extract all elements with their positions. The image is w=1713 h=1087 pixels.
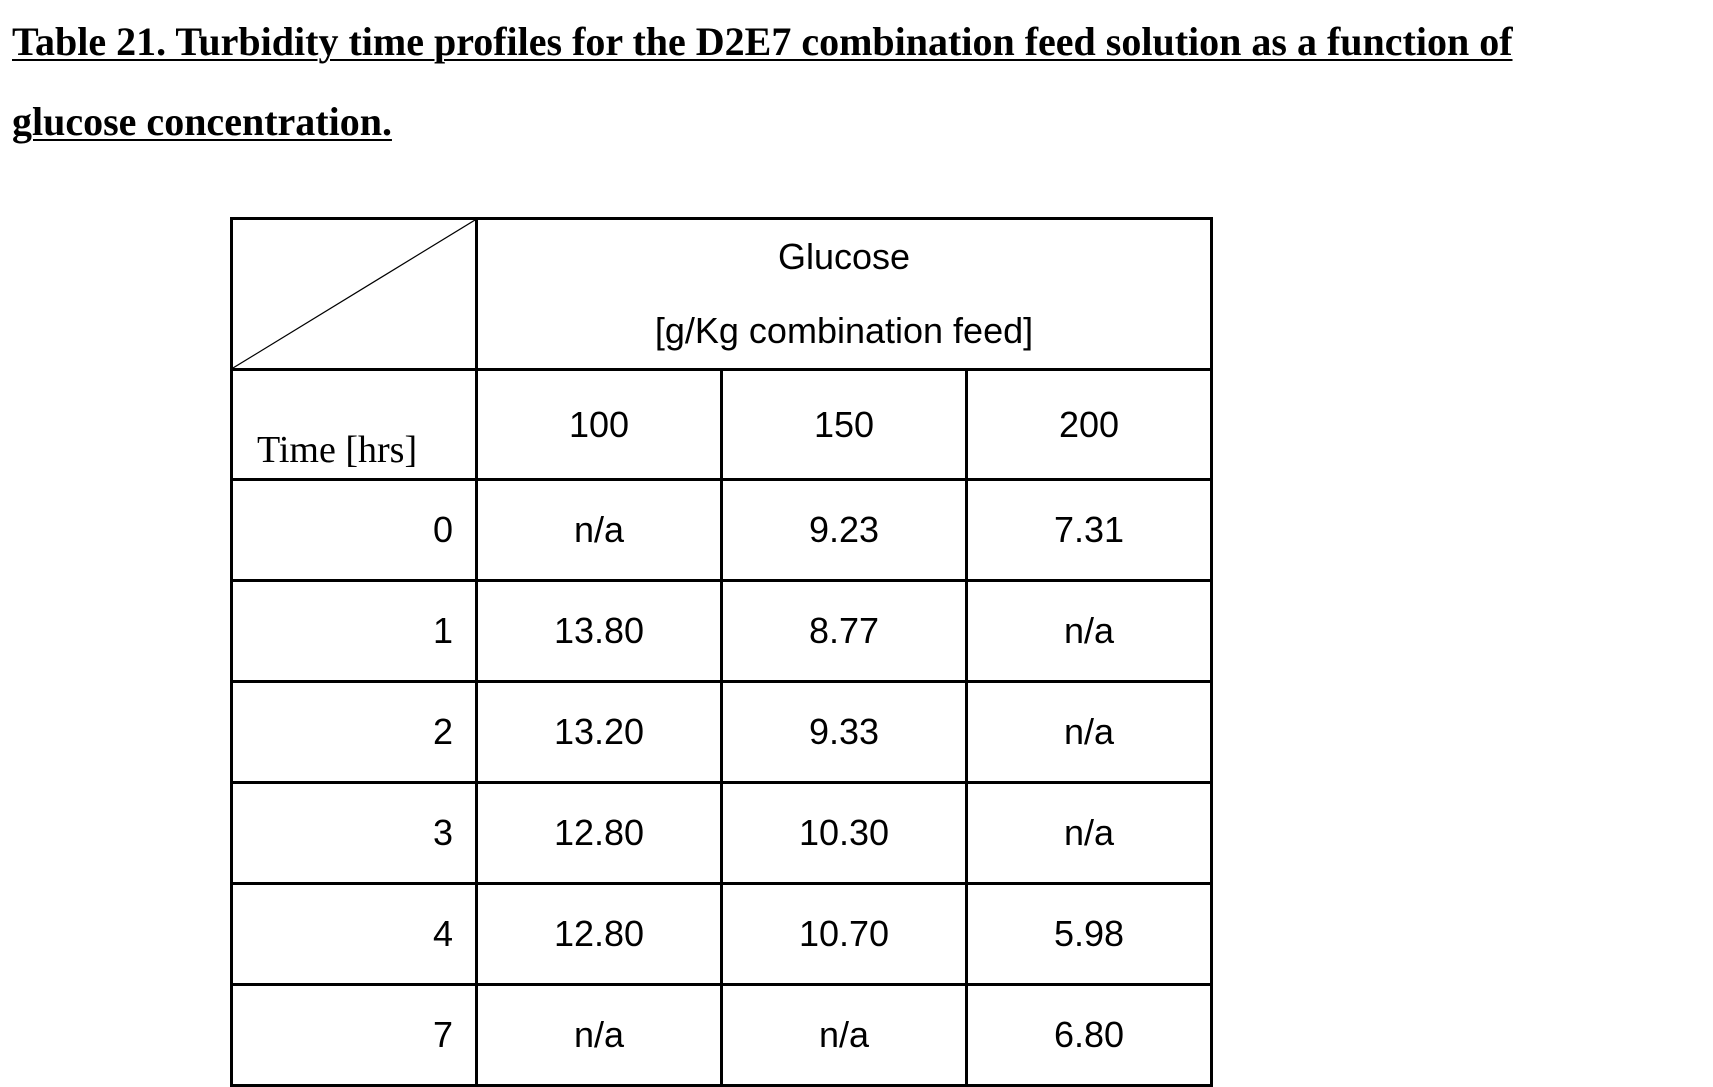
table-cell: 10.70 — [722, 884, 967, 985]
row-time: 2 — [232, 682, 477, 783]
table-cell: n/a — [477, 480, 722, 581]
table-cell: 10.30 — [722, 783, 967, 884]
table-row: 7 n/a n/a 6.80 — [232, 985, 1212, 1086]
header-row-columns: Time [hrs] 100 150 200 — [232, 370, 1212, 480]
table-cell: 5.98 — [967, 884, 1212, 985]
glucose-header-line-2: [g/Kg combination feed] — [478, 294, 1210, 368]
row-time: 4 — [232, 884, 477, 985]
time-header: Time [hrs] — [232, 370, 477, 480]
table-row: 1 13.80 8.77 n/a — [232, 581, 1212, 682]
table-cell: n/a — [477, 985, 722, 1086]
table-cell: 7.31 — [967, 480, 1212, 581]
table-cell: n/a — [722, 985, 967, 1086]
table-caption: Table 21. Turbidity time profiles for th… — [12, 2, 1702, 162]
table-cell: n/a — [967, 581, 1212, 682]
row-time: 7 — [232, 985, 477, 1086]
column-header: 150 — [722, 370, 967, 480]
row-time: 1 — [232, 581, 477, 682]
table-row: 2 13.20 9.33 n/a — [232, 682, 1212, 783]
caption-line-1: Table 21. Turbidity time profiles for th… — [12, 2, 1702, 82]
table-cell: n/a — [967, 682, 1212, 783]
table-cell: n/a — [967, 783, 1212, 884]
table-cell: 12.80 — [477, 783, 722, 884]
caption-line-2: glucose concentration. — [12, 82, 1702, 162]
table-cell: 6.80 — [967, 985, 1212, 1086]
header-row-group: Glucose [g/Kg combination feed] — [232, 219, 1212, 370]
table-cell: 12.80 — [477, 884, 722, 985]
corner-cell — [232, 219, 477, 370]
table-row: 0 n/a 9.23 7.31 — [232, 480, 1212, 581]
table-cell: 13.20 — [477, 682, 722, 783]
table-cell: 9.33 — [722, 682, 967, 783]
glucose-header-line-1: Glucose — [478, 220, 1210, 294]
row-time: 0 — [232, 480, 477, 581]
table-row: 4 12.80 10.70 5.98 — [232, 884, 1212, 985]
table-cell: 8.77 — [722, 581, 967, 682]
glucose-group-header: Glucose [g/Kg combination feed] — [477, 219, 1212, 370]
column-header: 100 — [477, 370, 722, 480]
diagonal-divider — [233, 220, 475, 368]
table-cell: 13.80 — [477, 581, 722, 682]
turbidity-table: Glucose [g/Kg combination feed] Time [hr… — [230, 217, 1213, 1087]
column-header: 200 — [967, 370, 1212, 480]
table-row: 3 12.80 10.30 n/a — [232, 783, 1212, 884]
row-time: 3 — [232, 783, 477, 884]
table-cell: 9.23 — [722, 480, 967, 581]
